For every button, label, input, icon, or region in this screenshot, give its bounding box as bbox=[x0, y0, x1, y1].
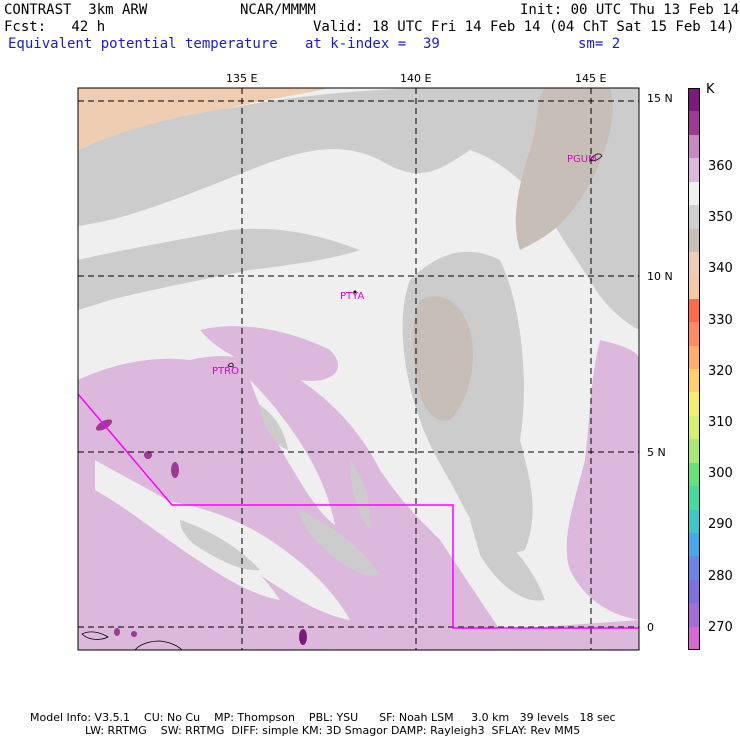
center-name: NCAR/MMMM bbox=[240, 2, 316, 18]
lat-label-10n: 10 N bbox=[647, 270, 673, 283]
colorbar-cell bbox=[688, 532, 700, 557]
colorbar-cell bbox=[688, 439, 700, 464]
colorbar-cell bbox=[688, 275, 700, 300]
lat-label-0: 0 bbox=[647, 621, 654, 634]
colorbar-cell bbox=[688, 158, 700, 183]
colorbar-cell bbox=[688, 181, 700, 206]
model-info-line2: LW: RRTMG SW: RRTMG DIFF: simple KM: 3D … bbox=[85, 724, 581, 737]
colorbar-cell bbox=[688, 579, 700, 604]
colorbar-label: 280 bbox=[708, 568, 733, 584]
colorbar-cell bbox=[688, 322, 700, 347]
colorbar-unit: K bbox=[706, 82, 715, 97]
colorbar-cell bbox=[688, 626, 700, 651]
colorbar-cell bbox=[688, 251, 700, 276]
colorbar-cell bbox=[688, 509, 700, 534]
colorbar-label: 300 bbox=[708, 466, 733, 482]
colorbar-cell bbox=[688, 298, 700, 323]
colorbar-cell bbox=[688, 369, 700, 393]
lon-label-145: 145 E bbox=[575, 72, 607, 85]
model-title: CONTRAST 3km ARW bbox=[4, 2, 148, 18]
site-label-ptro: PTRO bbox=[212, 366, 239, 377]
valid-time: Valid: 18 UTC Fri 14 Feb 14 (04 ChT Sat … bbox=[313, 19, 735, 35]
colorbar-cell bbox=[688, 345, 700, 370]
colorbar-cell bbox=[688, 392, 700, 417]
colorbar-cell bbox=[688, 228, 700, 253]
field-name: Equivalent potential temperature bbox=[8, 36, 278, 52]
level-info: at k-index = 39 bbox=[305, 36, 440, 52]
colorbar-cell bbox=[688, 111, 700, 136]
site-marker-ptya bbox=[353, 290, 357, 294]
colorbar-label: 320 bbox=[708, 363, 733, 379]
lon-label-140: 140 E bbox=[400, 72, 432, 85]
lat-lon-grid bbox=[78, 88, 639, 650]
colorbar-label: 330 bbox=[708, 312, 733, 328]
field-shading bbox=[78, 88, 639, 650]
colorbar-cell bbox=[688, 88, 700, 112]
colorbar-cell bbox=[688, 205, 700, 229]
boundary-lines bbox=[77, 393, 639, 629]
forecast-hour: Fcst: 42 h bbox=[4, 19, 106, 35]
site-label-pgum: PGUM bbox=[567, 154, 597, 165]
colorbar-cell bbox=[688, 415, 700, 440]
colorbar-frame bbox=[688, 88, 700, 650]
colorbar-cell bbox=[688, 134, 700, 159]
lat-label-15n: 15 N bbox=[647, 92, 673, 105]
lat-label-5n: 5 N bbox=[647, 446, 666, 459]
colorbar-cell bbox=[688, 486, 700, 510]
colorbar-label: 310 bbox=[708, 415, 733, 430]
colorbar-label: 290 bbox=[708, 517, 733, 533]
colorbar-cell bbox=[688, 556, 700, 581]
colorbar-label: 360 bbox=[708, 159, 733, 174]
colorbar-cell bbox=[688, 462, 700, 487]
colorbar-cell bbox=[688, 603, 700, 628]
colorbar-label: 340 bbox=[708, 261, 733, 277]
model-info-line1: Model Info: V3.5.1 CU: No Cu MP: Thompso… bbox=[30, 711, 616, 724]
colorbar-label: 270 bbox=[708, 619, 733, 635]
colorbar-label: 350 bbox=[708, 210, 733, 226]
lon-label-135: 135 E bbox=[226, 72, 258, 85]
site-label-ptya: PTYA bbox=[340, 291, 364, 302]
init-time: Init: 00 UTC Thu 13 Feb 14 bbox=[520, 2, 740, 18]
plot-frame bbox=[77, 87, 640, 651]
smoothing-info: sm= 2 bbox=[578, 36, 621, 52]
